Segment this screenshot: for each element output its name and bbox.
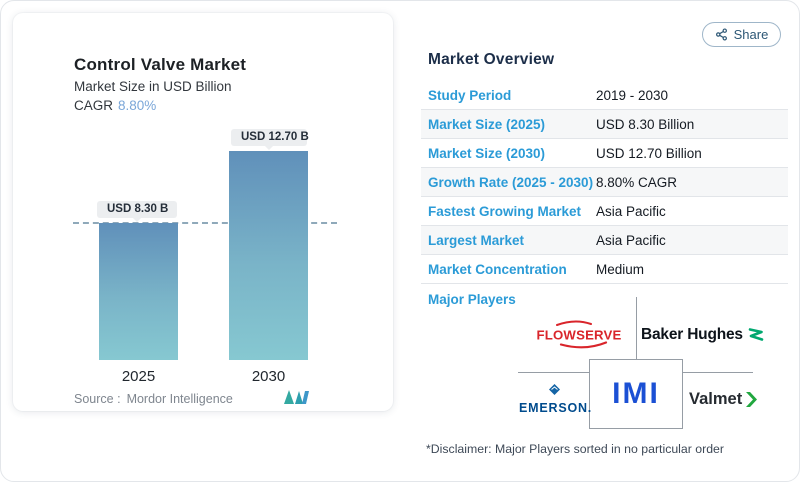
chart-subtitle: Market Size in USD Billion <box>74 79 232 94</box>
baker-hughes-wordmark: Baker Hughes <box>641 326 743 343</box>
row-label: Market Size (2030) <box>428 145 546 161</box>
imi-logo-box: IMI <box>589 359 683 429</box>
source-row: Source : Mordor Intelligence <box>74 392 233 406</box>
players-grid-horizontal-line-right <box>683 372 753 373</box>
table-row-market-concentration: Market Concentration Medium <box>421 255 788 284</box>
imi-wordmark: IMI <box>612 377 660 410</box>
players-grid-vertical-line <box>636 297 637 359</box>
row-label: Fastest Growing Market <box>428 203 582 219</box>
row-value: USD 12.70 Billion <box>596 145 702 161</box>
bar-chart: USD 8.30 B USD 12.70 B 2025 2030 <box>13 13 393 411</box>
row-label: Growth Rate (2025 - 2030) <box>428 174 594 190</box>
disclaimer-text: *Disclaimer: Major Players sorted in no … <box>426 442 724 456</box>
bar-2030 <box>229 151 308 360</box>
row-label: Market Size (2025) <box>428 116 546 132</box>
chart-title: Control Valve Market <box>74 55 247 74</box>
baseline-dashed-line <box>73 222 337 224</box>
share-button[interactable]: Share <box>702 22 781 47</box>
table-row-market-size-2030: Market Size (2030) USD 12.70 Billion <box>421 139 788 168</box>
row-label: Market Concentration <box>428 261 567 277</box>
baker-hughes-logo: Baker Hughes <box>641 326 765 344</box>
table-row-fastest-growing-market: Fastest Growing Market Asia Pacific <box>421 197 788 226</box>
major-players-label: Major Players <box>428 292 516 307</box>
emerson-diamond-icon <box>548 384 560 395</box>
overview-table: Study Period 2019 - 2030 Market Size (20… <box>421 81 788 284</box>
row-value: 2019 - 2030 <box>596 87 669 103</box>
row-value: Medium <box>596 261 645 277</box>
table-row-market-size-2025: Market Size (2025) USD 8.30 Billion <box>421 110 788 139</box>
x-axis-label-2025: 2025 <box>121 368 156 385</box>
table-row-growth-rate: Growth Rate (2025 - 2030) 8.80% CAGR <box>421 168 788 197</box>
table-row-largest-market: Largest Market Asia Pacific <box>421 226 788 255</box>
valmet-wordmark: Valmet <box>689 390 743 408</box>
baker-hughes-mark-icon <box>748 328 764 341</box>
x-axis-label-2030: 2030 <box>251 368 286 385</box>
table-row-study-period: Study Period 2019 - 2030 <box>421 81 788 110</box>
row-value: 8.80% CAGR <box>596 174 678 190</box>
valmet-logo: Valmet <box>689 390 758 409</box>
valmet-arrow-icon <box>746 392 758 407</box>
share-icon <box>715 28 727 41</box>
svg-text:FLOWSERVE: FLOWSERVE <box>536 328 621 343</box>
row-label: Study Period <box>428 87 512 103</box>
emerson-wordmark: EMERSON. <box>519 401 593 415</box>
cagr-label: CAGR <box>74 98 114 113</box>
players-grid-horizontal-line-left <box>518 372 589 373</box>
cagr-line: CAGR 8.80% <box>74 98 156 113</box>
row-value: Asia Pacific <box>596 203 666 219</box>
source-name: Mordor Intelligence <box>126 392 233 406</box>
share-button-label: Share <box>733 27 769 42</box>
bar-2025 <box>99 223 178 360</box>
bar-value-label-2025: USD 8.30 B <box>97 201 177 222</box>
mordor-intelligence-logo-icon <box>284 390 309 404</box>
cagr-value: 8.80% <box>118 98 157 113</box>
row-value: USD 8.30 Billion <box>596 116 695 132</box>
emerson-logo: EMERSON. <box>519 382 593 415</box>
bar-value-label-2030: USD 12.70 B <box>231 129 309 150</box>
flowserve-logo: FLOWSERVE <box>536 320 621 349</box>
chart-card: Control Valve Market Market Size in USD … <box>13 13 393 411</box>
overview-title: Market Overview <box>428 51 555 68</box>
row-label: Largest Market <box>428 232 525 248</box>
source-label: Source : <box>74 392 121 406</box>
row-value: Asia Pacific <box>596 232 666 248</box>
